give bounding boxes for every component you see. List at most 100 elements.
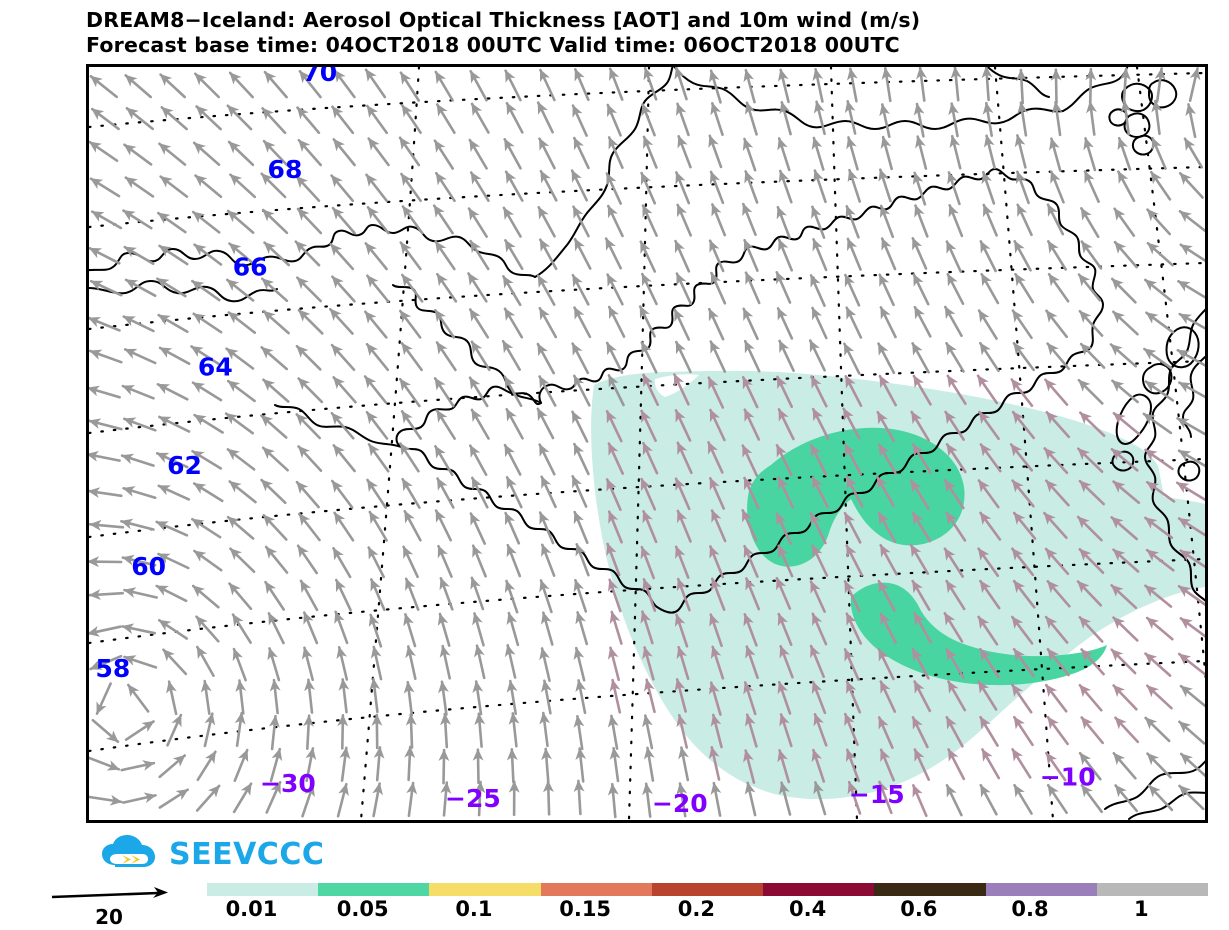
wind-arrow [89,75,119,99]
wind-arrow [471,544,487,578]
wind-arrow [1145,616,1174,641]
wind-arrow [913,612,933,644]
wind-arrow [813,100,826,136]
wind-arrow [506,543,522,578]
wind-arrow [909,543,930,575]
colorbar-segment [318,883,430,896]
wind-arrow [845,748,861,783]
wind-arrow [1044,479,1070,507]
wind-arrow [224,412,254,435]
longitude-label: −20 [652,789,708,818]
wind-arrow [779,713,793,748]
wind-arrow [333,511,355,542]
wind-arrow [572,136,590,170]
coastline-scotland-south2 [1128,791,1205,820]
coastline-iceland-snaefellsnes [274,404,402,448]
wind-arrow [333,69,356,99]
wind-arrow [778,169,793,204]
colorbar-tick: 0.4 [788,897,827,921]
wind-arrow [470,408,490,440]
wind-arrow [1078,751,1102,781]
wind-arrow [468,376,489,408]
wind-arrow [809,580,826,613]
wind-arrow [1078,309,1104,337]
wind-arrow [775,576,792,610]
coastline-iceland [395,168,1104,614]
wind-arrow [673,308,691,341]
wind-arrow [777,137,791,172]
wind-arrow [399,71,421,102]
wind-arrow [399,442,420,473]
wind-arrow [400,341,423,372]
chart-title-line1: DREAM8−Iceland: Aerosol Optical Thicknes… [86,8,921,32]
wind-arrow [192,482,224,503]
wind-arrow [436,477,455,509]
wind-arrow [743,339,761,373]
wind-arrow [437,544,453,578]
wind-arrow [1183,137,1204,169]
wind-arrow [809,644,826,679]
wind-arrow [438,680,449,716]
wind-arrow [877,716,894,750]
wind-arrow [1045,309,1069,339]
wind-arrow [811,136,825,171]
wind-arrow [295,413,321,440]
wind-arrow [1010,615,1034,645]
wind-arrow [743,544,759,578]
wind-arrow [1178,210,1205,233]
wind-arrow [1077,378,1104,405]
wind-arrow [269,747,283,783]
wind-arrow [709,408,726,442]
wind-arrow [305,747,317,783]
wind-arrow [977,615,999,646]
wind-arrow [708,239,725,273]
wind-arrow [708,476,726,510]
wind-arrow [294,240,321,267]
wind-arrow [503,375,523,408]
longitude-label: −25 [445,784,501,813]
wind-arrow [433,139,455,170]
wind-arrow [120,453,155,467]
wind-arrow [158,618,188,640]
wind-arrow [912,273,930,306]
map-panel[interactable]: 70 68 66 64 62 60 58 −30 −25 −20 −15 −10 [86,64,1208,823]
wind-arrow [504,170,524,202]
latitude-label-group: 70 68 66 64 62 60 58 [95,67,337,683]
wind-arrow [1077,273,1102,302]
wind-arrow [945,715,964,748]
wind-arrow [676,203,693,237]
wind-arrow [468,308,490,339]
wind-arrow [1078,615,1104,643]
wind-arrow [157,211,187,234]
wind-arrow [372,782,383,818]
wind-arrow [504,69,522,102]
wind-arrow [226,209,255,234]
wind-arrow [945,511,967,542]
wind-arrow [676,577,691,612]
wind-arrow [777,680,792,715]
wind-arrow [911,784,928,818]
wind-arrow [403,680,415,717]
wind-arrow [638,305,656,338]
wind-arrow [1046,647,1070,677]
wind-arrow [710,271,727,305]
seevccc-logo[interactable]: SEEVCCC [100,833,324,875]
wind-arrow [946,374,967,406]
wind-arrow [607,305,626,338]
wind-arrow [604,237,623,270]
wind-arrow [674,477,691,511]
wind-arrow [332,376,357,404]
wind-arrow [1146,241,1174,267]
wind-arrow [505,101,524,134]
wind-arrow [845,544,864,577]
wind-arrow [979,783,998,816]
latitude-label: 66 [233,252,268,281]
wind-arrow [1143,347,1173,370]
aot-colorbar[interactable]: 0.01 0.05 0.1 0.15 0.2 0.4 0.6 0.8 1 [207,883,1208,928]
wind-arrow [743,681,757,716]
wind-arrow [979,240,997,273]
wind-arrow [501,339,522,371]
wind-arrow [1179,752,1205,778]
wind-arrow [945,443,967,474]
wind-arrow [226,278,255,302]
